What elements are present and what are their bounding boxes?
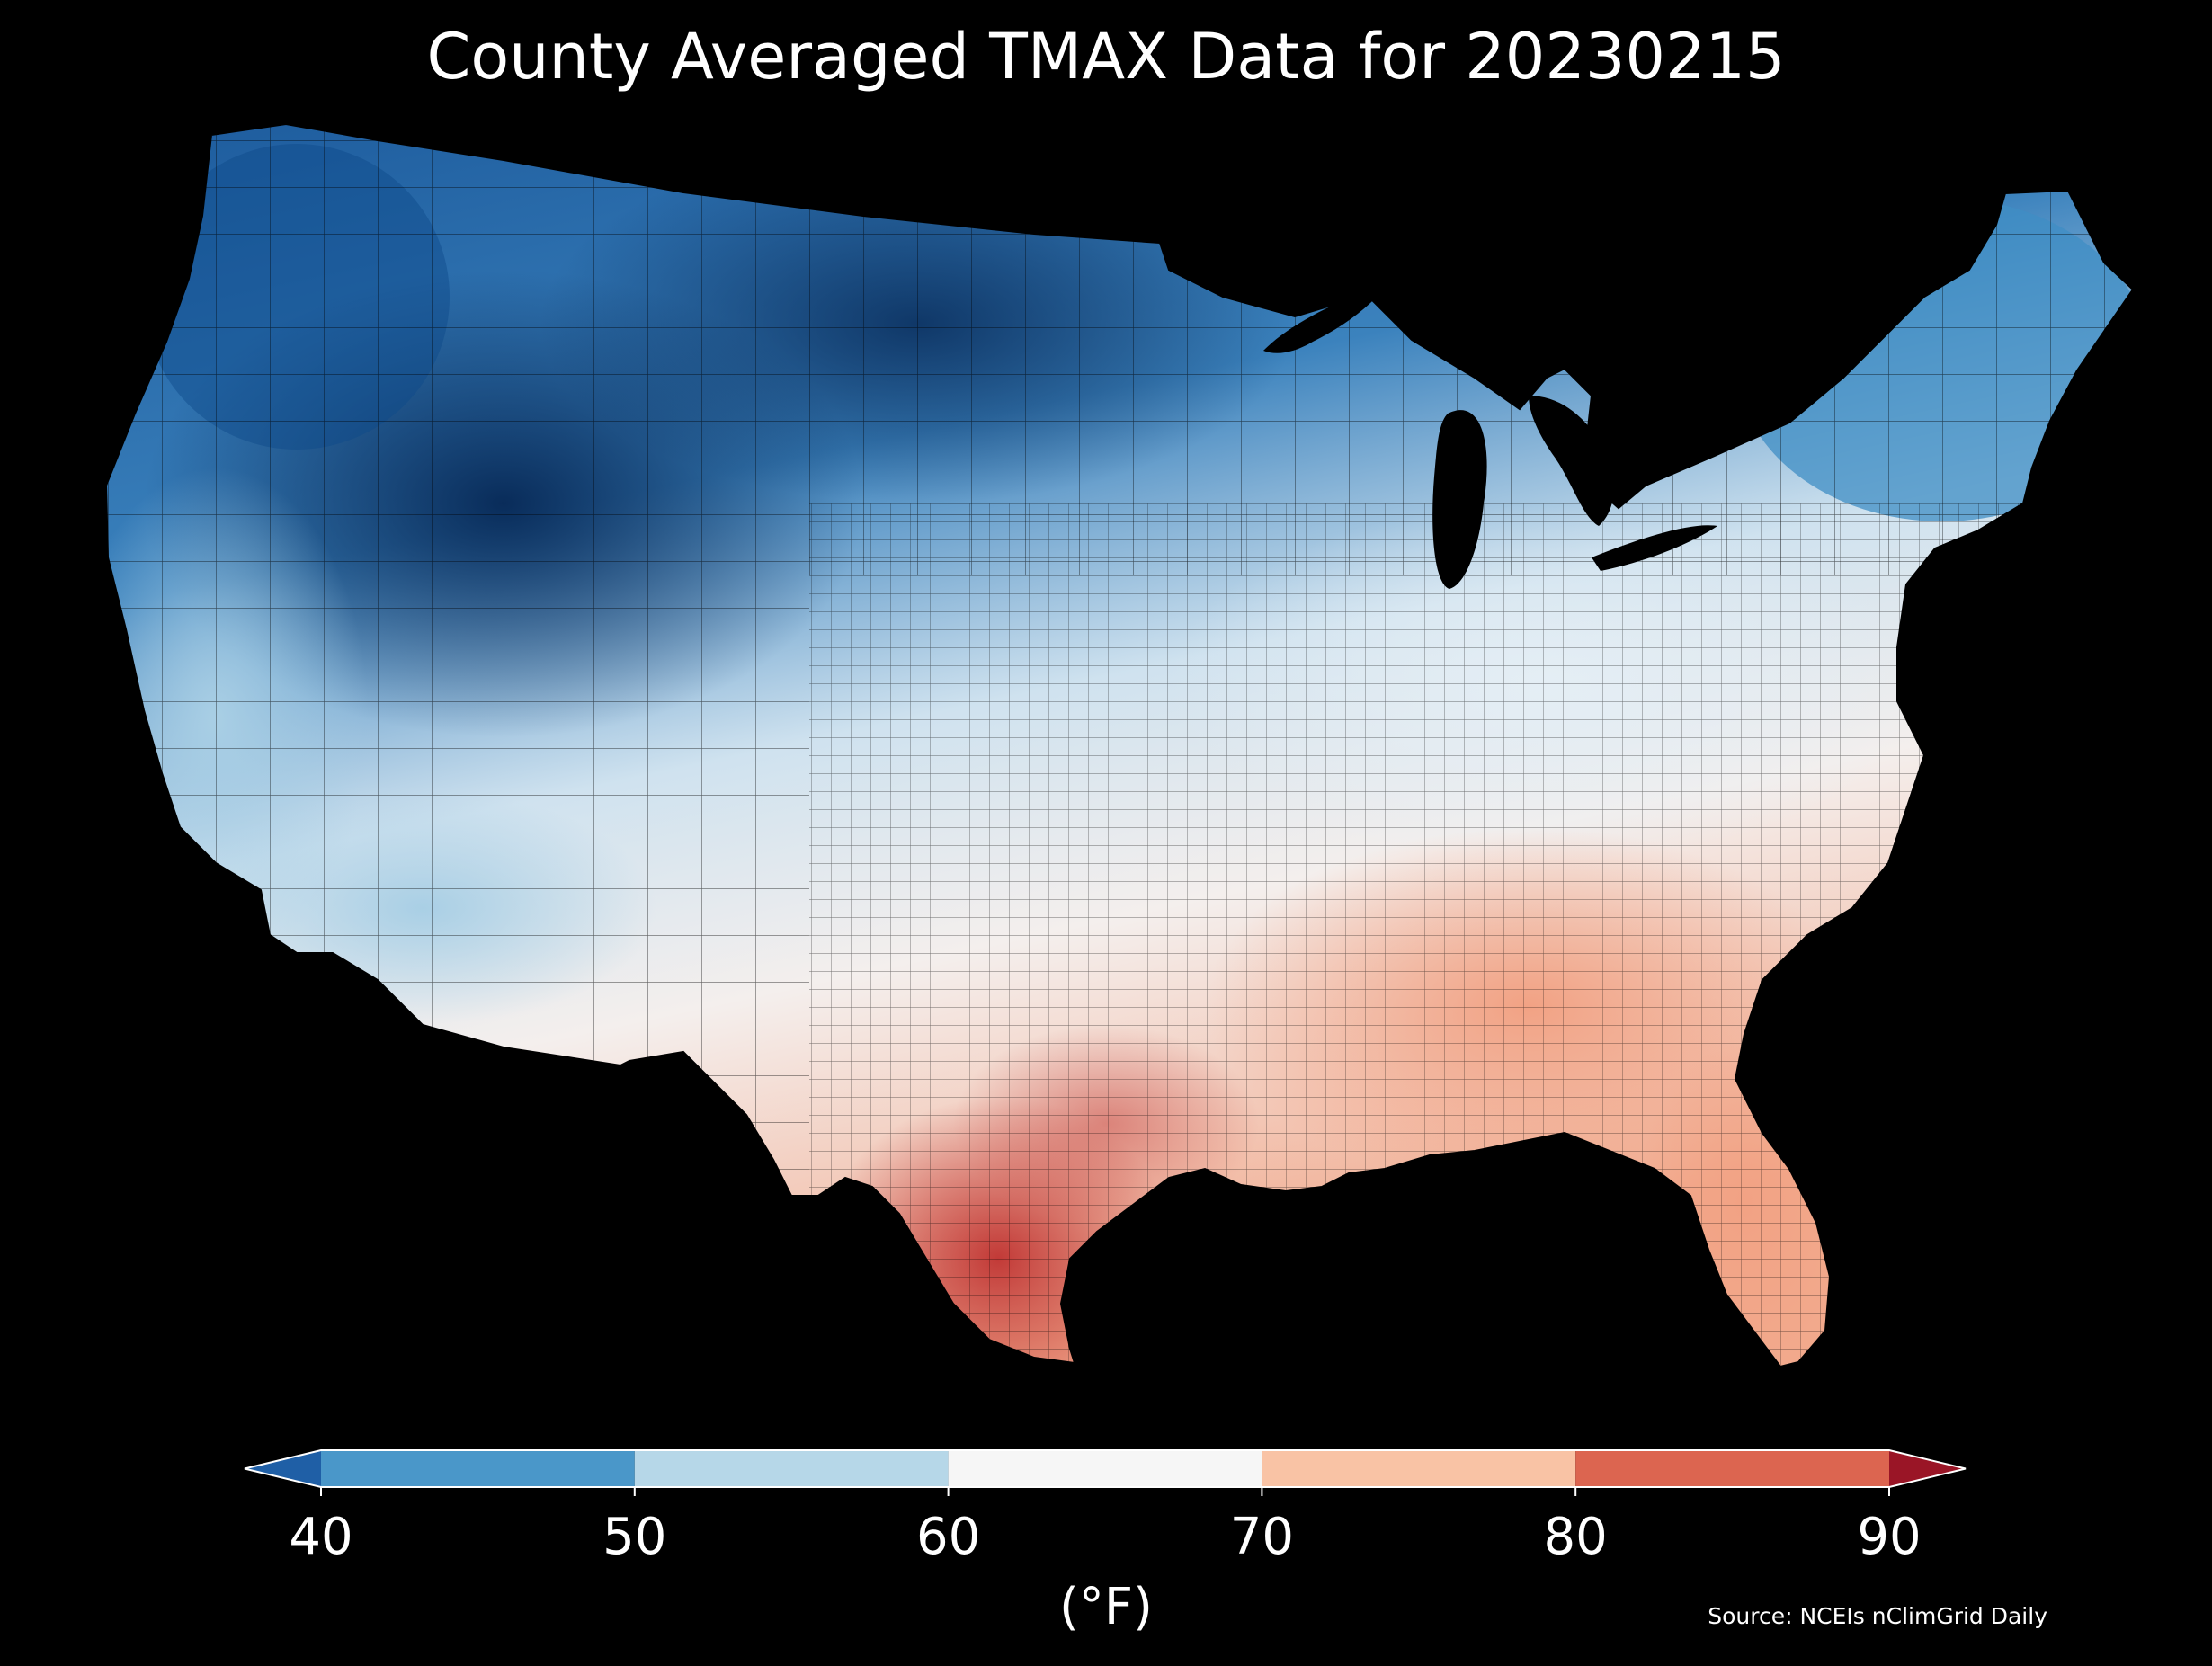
source-note: Source: NCEIs nClimGrid Daily: [1708, 1603, 2047, 1629]
colorbar-tick-label-50: 50: [602, 1508, 667, 1566]
colorbar-bin-80-90: [1575, 1450, 1889, 1487]
colorbar-tick-label-40: 40: [289, 1508, 353, 1566]
lake-huron: [1529, 396, 1615, 526]
colorbar-group: [244, 1449, 1967, 1496]
colorbar-bin-70-80: [1262, 1450, 1576, 1487]
colorbar-tick-label-70: 70: [1229, 1508, 1295, 1566]
colorbar-bin-40-50: [321, 1450, 635, 1487]
colorbar-tick-label-80: 80: [1543, 1508, 1608, 1566]
great-lakes: [1263, 283, 1717, 589]
colorbar-bin-60-70: [948, 1450, 1262, 1487]
colorbar-bin-50-60: [634, 1450, 949, 1487]
colorbar-over-extension: [1889, 1450, 1966, 1487]
colorbar-tick-label-60: 60: [915, 1508, 981, 1566]
map-title: County Averaged TMAX Data for 20230215: [426, 20, 1786, 94]
colorbar-under-extension: [245, 1450, 321, 1487]
colorbar-tick-label-90: 90: [1857, 1508, 1922, 1566]
colorbar-unit-label: (°F): [1059, 1578, 1153, 1636]
lake-michigan: [1432, 410, 1487, 589]
lake-superior: [1263, 283, 1389, 353]
lake-erie: [1592, 525, 1717, 571]
